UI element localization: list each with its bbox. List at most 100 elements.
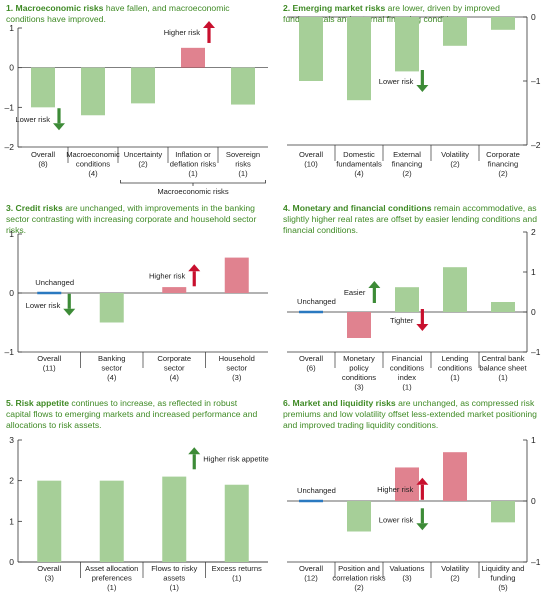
panel-6-annotation-label: Higher risk: [377, 485, 413, 494]
panel-6-category-label: (2): [450, 574, 460, 583]
panel-4-title: 4. Monetary and financial conditions rem…: [283, 203, 541, 236]
panel-4-unchanged-label: Unchanged: [297, 297, 336, 306]
panel-5-y-tick-label: 1: [9, 516, 14, 526]
panel-5-category-label: (1): [170, 583, 180, 592]
panel-4-annotation-label: Easier: [344, 288, 366, 297]
panel-6-y-tick-label: 0: [531, 496, 536, 506]
panel-2-category-label: (2): [450, 160, 460, 169]
panel-4-category-label: Lending: [441, 354, 468, 363]
panel-6-y-tick-label: –1: [531, 557, 541, 567]
panel-6-bar: [395, 467, 419, 501]
panel-5-up-arrow-head: [188, 447, 201, 455]
panel-3-category-label: Overall: [37, 354, 61, 363]
panel-5-bar: [37, 480, 62, 562]
panel-1-up-arrow-head: [203, 20, 215, 28]
panel-5-category-label: preferences: [92, 574, 132, 583]
panel-6-category-label: Volatility: [441, 564, 469, 573]
panel-4-category-label: (6): [306, 364, 316, 373]
panel-1-bar: [81, 67, 105, 116]
panel-5-category-label: Asset allocation: [85, 564, 138, 573]
panel-4-up-arrow: [368, 281, 381, 303]
panel-1-bar: [131, 67, 155, 104]
panel-1-y-tick-label: –2: [5, 142, 15, 152]
panel-3-category-label: sector: [101, 364, 122, 373]
panel-4-title-text: remain accommodative, as slightly higher…: [283, 203, 537, 235]
panel-5-annotation-label: Higher risk appetite: [203, 454, 268, 463]
panel-6-bar: [491, 501, 515, 523]
panel-6-category-label: (3): [402, 574, 412, 583]
panel-4-category-label: (1): [402, 383, 412, 392]
panel-3-category-label: (4): [170, 373, 180, 382]
panel-1-bar: [181, 47, 205, 68]
panel-4-y-tick-label: 2: [531, 227, 536, 237]
panel-2-title-bold: 2. Emerging market risks: [283, 3, 386, 13]
panel-2-category-label: financing: [392, 160, 422, 169]
panel-4-chart: 210–1Overall(6)Monetarypolicyconditions(…: [287, 227, 541, 392]
panel-2-down-arrow-head: [416, 85, 429, 92]
panel-4-category-label: (3): [354, 383, 364, 392]
panel-6-bar: [347, 501, 371, 532]
panel-4-y-tick-label: 1: [531, 267, 536, 277]
panel-2-category-label: (2): [402, 169, 412, 178]
panel-1-category-label: Macroeconomic: [66, 150, 120, 159]
panel-6-category-label: (5): [498, 583, 508, 592]
panel-1-bracket-label: Macroeconomic risks: [157, 187, 229, 196]
panel-6-unchanged-label: Unchanged: [297, 486, 336, 495]
panel-1-category-label: (1): [188, 169, 198, 178]
panel-6-category-label: correlation risks: [332, 574, 385, 583]
panel-2-bar: [395, 17, 419, 72]
panel-3-annotation-label: Lower risk: [26, 301, 61, 310]
panel-3-title-bold: 3. Credit risks: [6, 203, 63, 213]
panel-3-title: 3. Credit risks are unchanged, with impr…: [6, 203, 264, 236]
panel-5-bar: [162, 476, 187, 562]
panel-2-category-label: Overall: [299, 150, 323, 159]
panel-6-up-arrow-head: [416, 477, 429, 485]
panel-6-category-label: Overall: [299, 564, 323, 573]
panel-2-bar: [443, 17, 467, 46]
panel-5-category-label: (1): [107, 583, 117, 592]
panel-3-up-arrow: [188, 264, 201, 287]
panel-5-category-label: Overall: [37, 564, 61, 573]
panel-4-category-label: Overall: [299, 354, 323, 363]
panel-1-category-label: Sovereign: [226, 150, 260, 159]
panel-4-category-label: conditions: [438, 364, 472, 373]
panel-5-y-tick-label: 2: [9, 476, 14, 486]
panel-1-category-label: Uncertainty: [124, 150, 163, 159]
panel-6-category-label: (12): [304, 574, 318, 583]
panel-2-bar: [347, 17, 371, 101]
panel-5-category-label: Flows to risky: [151, 564, 197, 573]
panel-1-category-label: risks: [235, 160, 251, 169]
panel-4-down-arrow: [416, 309, 429, 331]
panel-2-category-label: (2): [498, 169, 508, 178]
panel-3-category-label: Household: [219, 354, 255, 363]
panel-3-up-arrow-head: [188, 264, 201, 272]
panel-5-title-bold: 5. Risk appetite: [6, 398, 70, 408]
panel-3-y-tick-label: –1: [5, 347, 15, 357]
panel-3-unchanged-label: Unchanged: [35, 278, 74, 287]
panel-6-down-arrow: [416, 508, 429, 531]
panel-1-bar: [231, 67, 255, 105]
panel-4-y-tick-label: –1: [531, 347, 541, 357]
panel-3-y-tick-label: 0: [9, 288, 14, 298]
panel-3-category-label: Corporate: [157, 354, 191, 363]
panel-1-category-label: Inflation or: [175, 150, 211, 159]
panel-5-y-tick-label: 0: [9, 557, 14, 567]
panel-2-bar: [299, 17, 323, 81]
panel-3-down-arrow-head: [63, 308, 76, 316]
panel-5-title: 5. Risk appetite continues to increase, …: [6, 398, 264, 431]
panel-4-bar: [395, 287, 419, 312]
panel-4-category-label: index: [398, 373, 416, 382]
panel-4-category-label: conditions: [390, 364, 424, 373]
panel-4-category-label: (1): [450, 373, 460, 382]
panel-4-annotation-label: Tighter: [390, 316, 414, 325]
panel-5-title-text: continues to increase, as reflected in r…: [6, 398, 258, 430]
panel-5-bar: [99, 480, 124, 562]
panel-3-category-label: Banking: [98, 354, 125, 363]
panel-2-y-tick-label: –2: [531, 140, 541, 150]
panel-4-y-tick-label: 0: [531, 307, 536, 317]
panel-4-category-label: balance sheet: [479, 364, 527, 373]
panel-4-category-label: (1): [498, 373, 508, 382]
panel-2-down-arrow: [416, 70, 429, 92]
